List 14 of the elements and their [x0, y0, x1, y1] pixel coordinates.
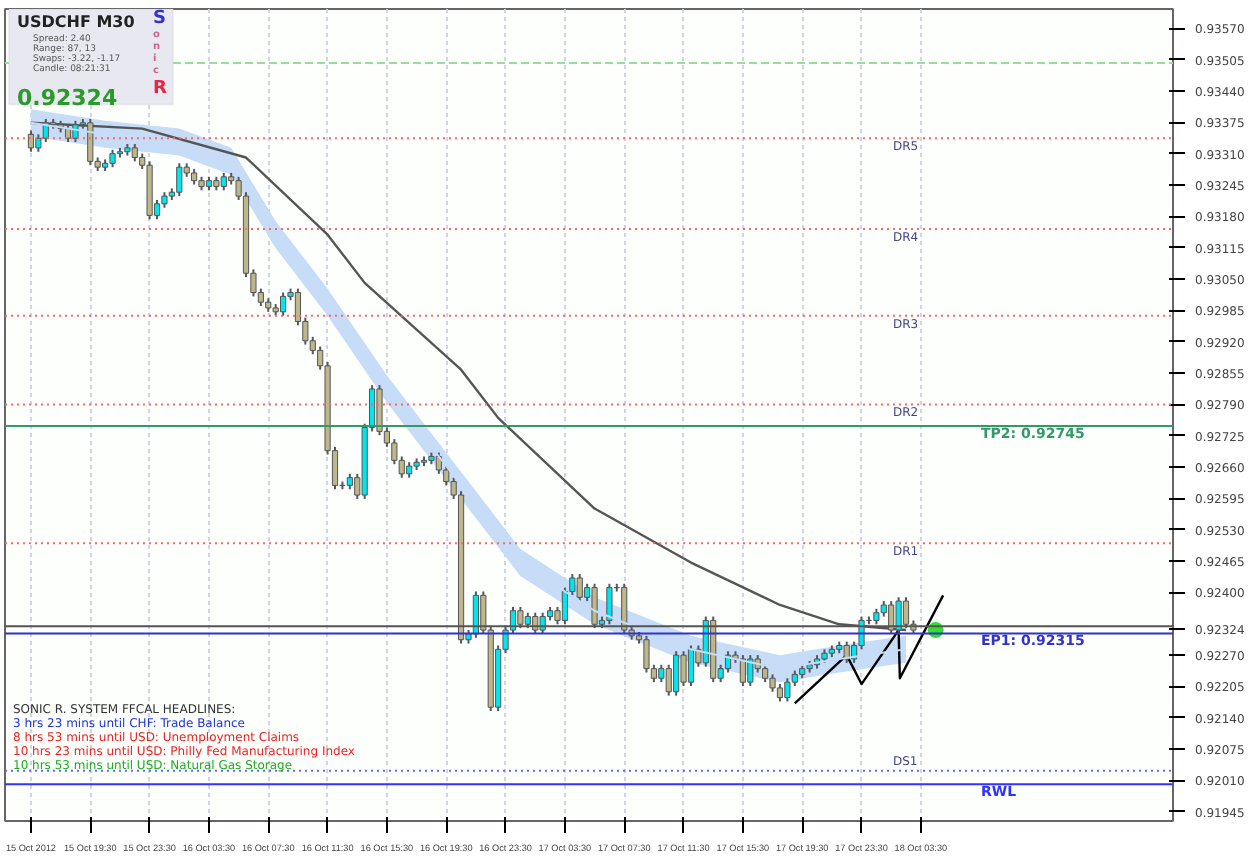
candlestick [739, 654, 746, 687]
candlestick [784, 677, 791, 703]
candlestick [673, 650, 680, 697]
candlestick [747, 654, 754, 687]
candlestick [176, 162, 183, 198]
candlestick [643, 634, 650, 674]
candlestick [576, 573, 583, 603]
candlestick [687, 644, 695, 687]
candlestick [843, 640, 850, 664]
annotation: 0.92324 [17, 85, 118, 111]
line-series [793, 594, 945, 705]
candlestick [280, 291, 287, 317]
candlestick [680, 650, 687, 687]
chart-title: USDCHF M30 [17, 13, 136, 31]
